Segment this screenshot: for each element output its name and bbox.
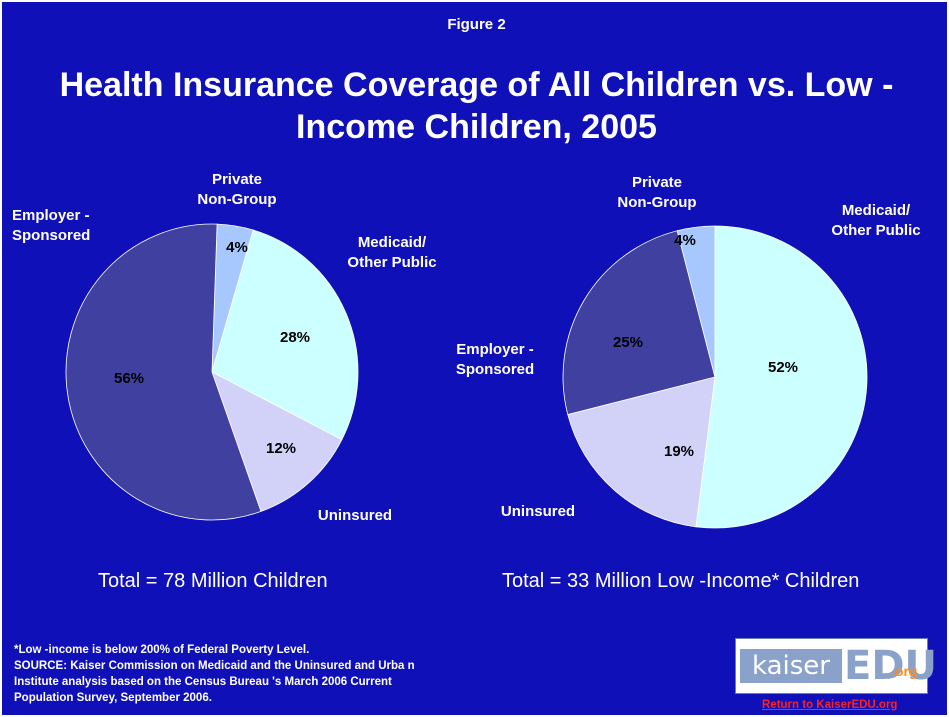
slice-category-label: Private xyxy=(212,171,262,188)
slice-category-label: Medicaid/ xyxy=(358,234,427,251)
slice-category-label: Sponsored xyxy=(12,227,90,244)
pie-slice xyxy=(676,225,716,378)
slice-category-label: Uninsured xyxy=(318,507,392,524)
slice-category-label: Non-Group xyxy=(197,191,276,208)
footnote-line: *Low -income is below 200% of Federal Po… xyxy=(14,644,310,656)
slice-category-label: Medicaid/ xyxy=(842,202,911,219)
footnote: *Low -income is below 200% of Federal Po… xyxy=(14,642,614,706)
slice-category-label: Employer - xyxy=(12,207,90,224)
pie-slice xyxy=(211,229,359,441)
source-line: Institute analysis based on the Census B… xyxy=(14,676,392,688)
title-line-2: Income Children, 2005 xyxy=(296,108,657,146)
logo-edu-text: EDU xyxy=(844,643,938,689)
slice-percent-label: 12% xyxy=(266,440,296,457)
slice-category-label: Other Public xyxy=(831,222,920,239)
pie-slice xyxy=(211,371,343,512)
slice-percent-label: 19% xyxy=(664,443,694,460)
slice-percent-label: 25% xyxy=(613,334,643,351)
slice-category-label: Private xyxy=(632,174,682,191)
logo-kaiser-text: kaiser xyxy=(740,649,842,683)
total-caption-low-income: Total = 33 Million Low -Income* Children xyxy=(502,570,860,592)
chart-title: Health Insurance Coverage of All Childre… xyxy=(22,64,931,148)
slice-percent-label: 4% xyxy=(674,232,696,249)
figure-label: Figure 2 xyxy=(447,16,506,33)
slice-category-label: Employer - xyxy=(456,341,534,358)
pie-slice xyxy=(567,376,716,528)
title-line-1: Health Insurance Coverage of All Childre… xyxy=(59,66,894,104)
pie-slice xyxy=(695,225,868,529)
kaiseredu-logo[interactable]: kaiser EDU .org xyxy=(735,638,937,694)
pie-slice xyxy=(562,230,716,416)
slice-category-label: Uninsured xyxy=(501,503,575,520)
source-line: SOURCE: Kaiser Commission on Medicaid an… xyxy=(14,660,415,672)
slice-percent-label: 52% xyxy=(768,359,798,376)
total-caption-all-children: Total = 78 Million Children xyxy=(98,570,328,592)
pie-slice xyxy=(65,223,262,521)
slice-percent-label: 28% xyxy=(280,329,310,346)
slice-percent-label: 56% xyxy=(114,370,144,387)
source-line: Population Survey, September 2006. xyxy=(14,692,212,704)
slice-category-label: Sponsored xyxy=(456,361,534,378)
logo-org-text: .org xyxy=(891,663,918,679)
slice-category-label: Non-Group xyxy=(617,194,696,211)
return-link[interactable]: Return to KaiserEDU.org xyxy=(762,699,898,711)
slice-percent-label: 4% xyxy=(226,239,248,256)
slice-category-label: Other Public xyxy=(347,254,436,271)
